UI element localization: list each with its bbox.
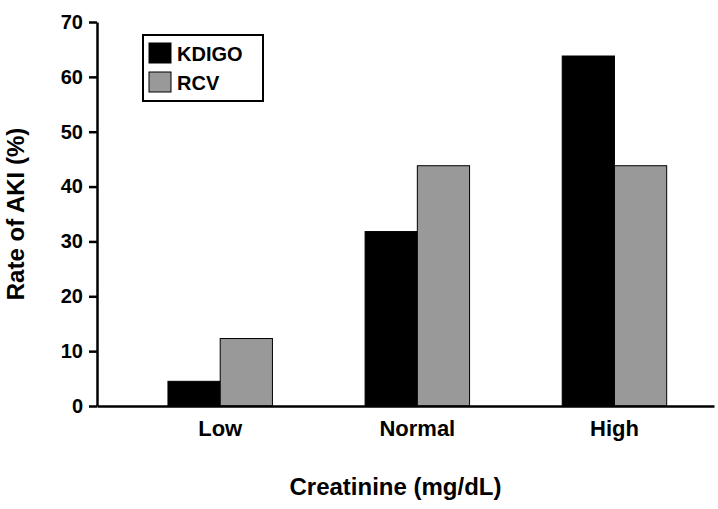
bar — [168, 381, 220, 406]
legend-swatch — [149, 43, 171, 63]
y-tick-label: 40 — [61, 175, 83, 197]
y-tick: 20 — [61, 285, 97, 307]
bar — [417, 166, 469, 406]
x-tick-label: Normal — [379, 416, 455, 441]
y-tick-label: 60 — [61, 66, 83, 88]
y-tick: 70 — [61, 11, 97, 33]
bar — [562, 56, 614, 406]
y-tick-mark — [89, 350, 97, 353]
y-tick: 10 — [61, 340, 97, 362]
y-axis-title: Rate of AKI (%) — [2, 128, 29, 300]
bars — [168, 56, 667, 406]
legend-swatch — [149, 72, 171, 92]
x-axis-title: Creatinine (mg/dL) — [289, 473, 501, 500]
y-tick-label: 70 — [61, 11, 83, 33]
legend-box — [143, 35, 263, 101]
y-tick-mark — [89, 241, 97, 244]
x-axis-line — [98, 405, 715, 408]
y-tick-label: 10 — [61, 340, 83, 362]
y-tick: 0 — [72, 395, 97, 417]
bar — [614, 166, 666, 406]
x-tick: Normal — [379, 406, 455, 441]
x-axis: Low Normal High — [98, 406, 715, 441]
y-tick-mark — [89, 21, 97, 24]
bar — [220, 339, 272, 406]
y-tick-mark — [89, 296, 97, 299]
x-tick-label: High — [590, 416, 639, 441]
y-axis-line — [96, 23, 99, 407]
y-tick-mark — [89, 186, 97, 189]
y-tick-mark — [89, 76, 97, 79]
y-axis: 0 10 20 30 40 50 60 70 — [61, 11, 98, 417]
y-tick-mark — [89, 405, 97, 408]
y-tick: 60 — [61, 66, 97, 88]
legend-label: RCV — [177, 72, 220, 94]
y-tick: 40 — [61, 175, 97, 197]
y-tick-mark — [89, 131, 97, 134]
y-tick-label: 20 — [61, 285, 83, 307]
legend: KDIGO RCV — [143, 35, 263, 101]
x-tick-label: Low — [198, 416, 243, 441]
y-tick-label: 0 — [72, 395, 83, 417]
y-tick: 30 — [61, 230, 97, 252]
y-tick-label: 30 — [61, 230, 83, 252]
y-tick: 50 — [61, 121, 97, 143]
x-tick: High — [590, 406, 639, 441]
x-tick: Low — [198, 406, 243, 441]
y-tick-label: 50 — [61, 121, 83, 143]
bar — [365, 232, 417, 406]
legend-label: KDIGO — [177, 43, 243, 65]
